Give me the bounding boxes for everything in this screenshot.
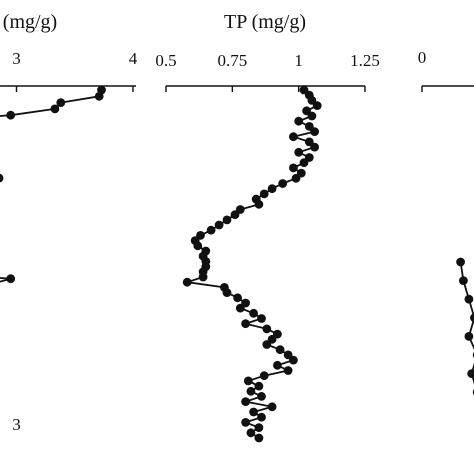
data-point xyxy=(257,392,266,401)
data-point xyxy=(56,98,66,107)
data-point xyxy=(267,402,277,412)
data-point xyxy=(307,111,317,121)
panel-right: 0 xyxy=(418,48,474,396)
data-point xyxy=(193,241,203,251)
data-point xyxy=(6,110,16,120)
data-point xyxy=(273,360,282,370)
data-point xyxy=(294,116,304,126)
data-point xyxy=(241,319,251,329)
data-point xyxy=(182,277,192,287)
data-point xyxy=(249,308,258,318)
series-line xyxy=(459,261,474,385)
data-point xyxy=(94,91,104,101)
panel-title: (mg/g) xyxy=(3,11,57,33)
data-point xyxy=(50,104,60,114)
data-point xyxy=(6,274,16,284)
data-point xyxy=(262,340,272,349)
x-tick-label-top: 4 xyxy=(129,49,138,68)
data-point xyxy=(289,132,298,142)
data-point xyxy=(235,303,245,313)
data-point xyxy=(470,313,474,323)
x-tick-label: 0 xyxy=(418,48,427,67)
data-point xyxy=(241,418,251,427)
x-tick-label: 1.25 xyxy=(350,51,380,70)
data-point xyxy=(459,276,468,285)
data-point xyxy=(283,366,293,375)
data-point xyxy=(254,423,264,432)
data-point xyxy=(259,371,269,381)
data-point xyxy=(310,127,319,136)
data-point xyxy=(312,101,322,110)
data-point xyxy=(464,332,474,341)
data-point xyxy=(291,173,301,183)
data-point xyxy=(233,293,243,303)
data-point xyxy=(456,257,465,267)
series-line xyxy=(0,89,103,283)
data-point xyxy=(206,225,216,235)
data-point xyxy=(289,355,298,365)
data-point xyxy=(310,142,319,152)
panel-middle: TP (mg/g) 0.5 0.75 1 1.25 xyxy=(155,11,380,443)
panel-left: (mg/g) 3 4 3 xyxy=(0,11,138,434)
data-point xyxy=(254,433,264,443)
data-point xyxy=(254,381,264,391)
data-point xyxy=(275,345,285,355)
data-point xyxy=(467,369,474,378)
x-tick-label: 0.5 xyxy=(155,51,176,70)
x-tick-label: 0.75 xyxy=(217,51,247,70)
data-point xyxy=(243,376,253,386)
data-point xyxy=(294,147,304,157)
data-point xyxy=(257,314,266,323)
x-tick-label-bottom: 3 xyxy=(12,415,21,434)
data-point xyxy=(257,412,266,422)
data-point xyxy=(0,173,4,183)
x-tick-label: 1 xyxy=(294,51,303,70)
data-point xyxy=(222,288,232,297)
data-point xyxy=(262,324,272,334)
data-point xyxy=(198,272,208,282)
data-point xyxy=(246,386,256,396)
data-point xyxy=(278,179,288,188)
data-point xyxy=(222,215,232,225)
data-point xyxy=(249,407,258,417)
data-point xyxy=(464,294,474,304)
data-point xyxy=(230,210,240,220)
data-point xyxy=(254,199,264,209)
panel-title: TP (mg/g) xyxy=(224,11,306,33)
x-tick-label-top: 3 xyxy=(12,49,21,68)
data-point xyxy=(246,428,256,438)
data-point xyxy=(214,220,224,230)
data-point xyxy=(289,163,298,173)
data-point xyxy=(267,184,277,194)
data-point xyxy=(259,189,269,199)
data-point xyxy=(299,158,309,168)
data-point xyxy=(241,397,251,406)
